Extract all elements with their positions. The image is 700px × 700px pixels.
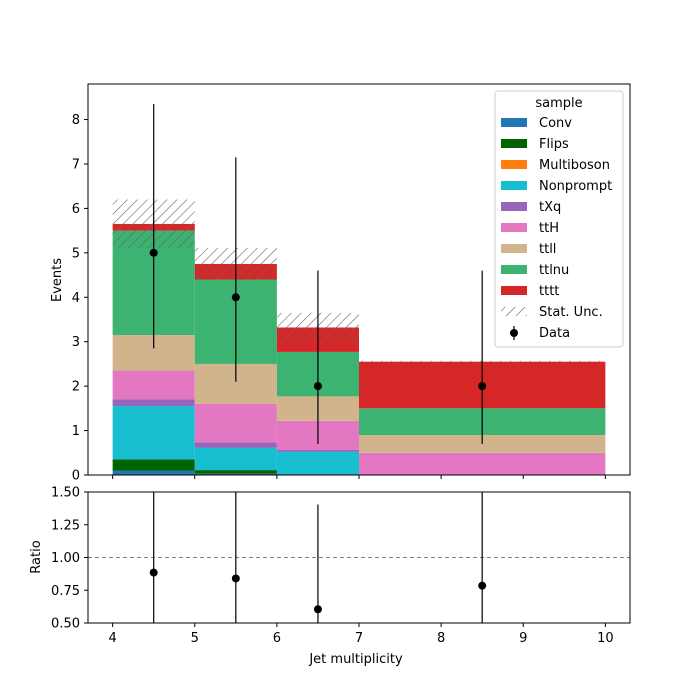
x-tick-label: 6 xyxy=(273,631,281,646)
main-x-ticks xyxy=(112,475,606,479)
legend-swatch xyxy=(501,223,527,232)
main-ylabel: Events xyxy=(50,258,65,302)
bar-tth xyxy=(112,370,195,400)
data-point xyxy=(478,382,487,391)
legend-label: Stat. Unc. xyxy=(539,305,603,320)
bar-conv xyxy=(194,473,277,475)
y-tick-label: 1.50 xyxy=(51,486,80,501)
data-point xyxy=(313,382,322,391)
legend-swatch-unc xyxy=(501,307,527,316)
x-tick-label: 5 xyxy=(191,631,199,646)
y-tick-label: 5 xyxy=(72,246,80,261)
bar-nonprompt xyxy=(194,447,277,471)
legend-label: Nonprompt xyxy=(539,179,612,194)
y-tick-label: 0 xyxy=(72,469,80,484)
legend-title: sample xyxy=(535,96,582,111)
data-point xyxy=(149,248,158,257)
ratio-point xyxy=(231,574,240,583)
legend-box xyxy=(494,90,624,348)
ratio-axes-frame xyxy=(87,491,631,624)
bar-txq xyxy=(276,449,359,452)
ratio-ylabel: Ratio xyxy=(29,540,44,573)
y-tick-label: 4 xyxy=(72,291,80,306)
bar-txq xyxy=(194,442,277,448)
y-tick-label: 0.50 xyxy=(51,617,80,632)
y-tick-label: 7 xyxy=(72,157,80,172)
legend-label: tXq xyxy=(539,200,561,215)
main-panel: 0 1 2 3 4 5 6 7 8 Events sample Conv Flips Multibos… xyxy=(50,83,631,484)
main-y-ticks: 0 1 2 3 4 5 6 7 8 xyxy=(72,113,88,484)
legend-label: tttt xyxy=(539,284,559,299)
legend-swatch xyxy=(501,265,527,274)
x-tick-label: 10 xyxy=(597,631,614,646)
data-point xyxy=(231,293,240,302)
legend-swatch xyxy=(501,286,527,295)
y-tick-label: 6 xyxy=(72,202,80,217)
legend: sample Conv Flips Multiboson Nonprompt tXq ttH… xyxy=(494,90,624,348)
y-tick-label: 1.00 xyxy=(51,551,80,566)
ratio-point xyxy=(478,581,487,590)
y-tick-label: 3 xyxy=(72,335,80,350)
legend-swatch xyxy=(501,160,527,169)
bar-conv xyxy=(112,470,195,475)
ratio-x-ticks: 4 5 6 7 8 9 10 xyxy=(108,623,614,646)
y-tick-label: 2 xyxy=(72,380,80,395)
data-points xyxy=(149,103,487,444)
ratio-point xyxy=(149,568,158,577)
x-tick-label: 7 xyxy=(355,631,363,646)
x-tick-label: 9 xyxy=(519,631,527,646)
ratio-points xyxy=(149,492,487,623)
x-tick-label: 8 xyxy=(437,631,445,646)
legend-label: Multiboson xyxy=(539,158,610,173)
bar-txq xyxy=(112,399,195,407)
legend-label: Flips xyxy=(539,137,569,152)
x-tick-label: 4 xyxy=(108,631,116,646)
y-tick-label: 0.75 xyxy=(51,584,80,599)
bar-flips xyxy=(112,459,195,471)
legend-label: ttll xyxy=(539,242,556,257)
bar-nonprompt xyxy=(276,451,359,475)
legend-label: Conv xyxy=(539,116,572,131)
bar-nonprompt xyxy=(112,406,195,460)
legend-swatch xyxy=(501,139,527,148)
ratio-point xyxy=(313,605,322,614)
legend-swatch xyxy=(501,118,527,127)
ratio-panel: 0.50 0.75 1.00 1.25 1.50 4 5 6 7 8 9 10 Ratio xyxy=(29,486,631,646)
legend-data-marker xyxy=(510,329,518,337)
legend-label: ttH xyxy=(539,221,559,236)
legend-swatch xyxy=(501,244,527,253)
legend-label: Data xyxy=(539,326,570,341)
y-tick-label: 8 xyxy=(72,113,80,128)
bar-tth xyxy=(359,452,606,475)
ratio-y-ticks: 0.50 0.75 1.00 1.25 1.50 xyxy=(51,486,88,632)
y-tick-label: 1.25 xyxy=(51,518,80,533)
y-tick-label: 1 xyxy=(72,424,80,439)
bar-flips xyxy=(194,470,277,474)
legend-label: ttlnu xyxy=(539,263,569,278)
bar-tth xyxy=(194,403,277,443)
legend-swatch xyxy=(501,181,527,190)
x-axis-label: Jet multiplicity xyxy=(308,652,403,667)
legend-swatch xyxy=(501,202,527,211)
